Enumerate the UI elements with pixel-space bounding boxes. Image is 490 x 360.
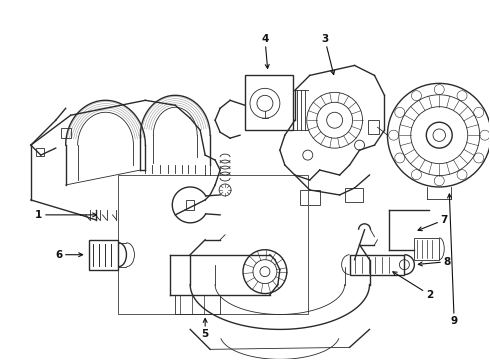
Text: 2: 2 (393, 272, 433, 300)
Bar (300, 190, 319, 205)
Text: 9: 9 (447, 194, 458, 327)
Bar (175, 294, 220, 315)
Bar (368, 120, 379, 134)
Bar (415, 238, 439, 260)
Bar (186, 200, 194, 210)
Bar (344, 188, 363, 202)
Bar (349, 255, 404, 275)
Bar (36, 148, 44, 156)
Text: 6: 6 (55, 250, 83, 260)
Text: 8: 8 (418, 257, 451, 267)
Bar (89, 240, 119, 270)
Text: 7: 7 (418, 215, 448, 231)
Text: 5: 5 (201, 319, 209, 339)
Text: 4: 4 (261, 33, 269, 68)
Bar (245, 75, 293, 130)
Bar (119, 175, 308, 315)
Bar (61, 128, 71, 138)
Text: 1: 1 (35, 210, 97, 220)
Text: 3: 3 (321, 33, 335, 75)
